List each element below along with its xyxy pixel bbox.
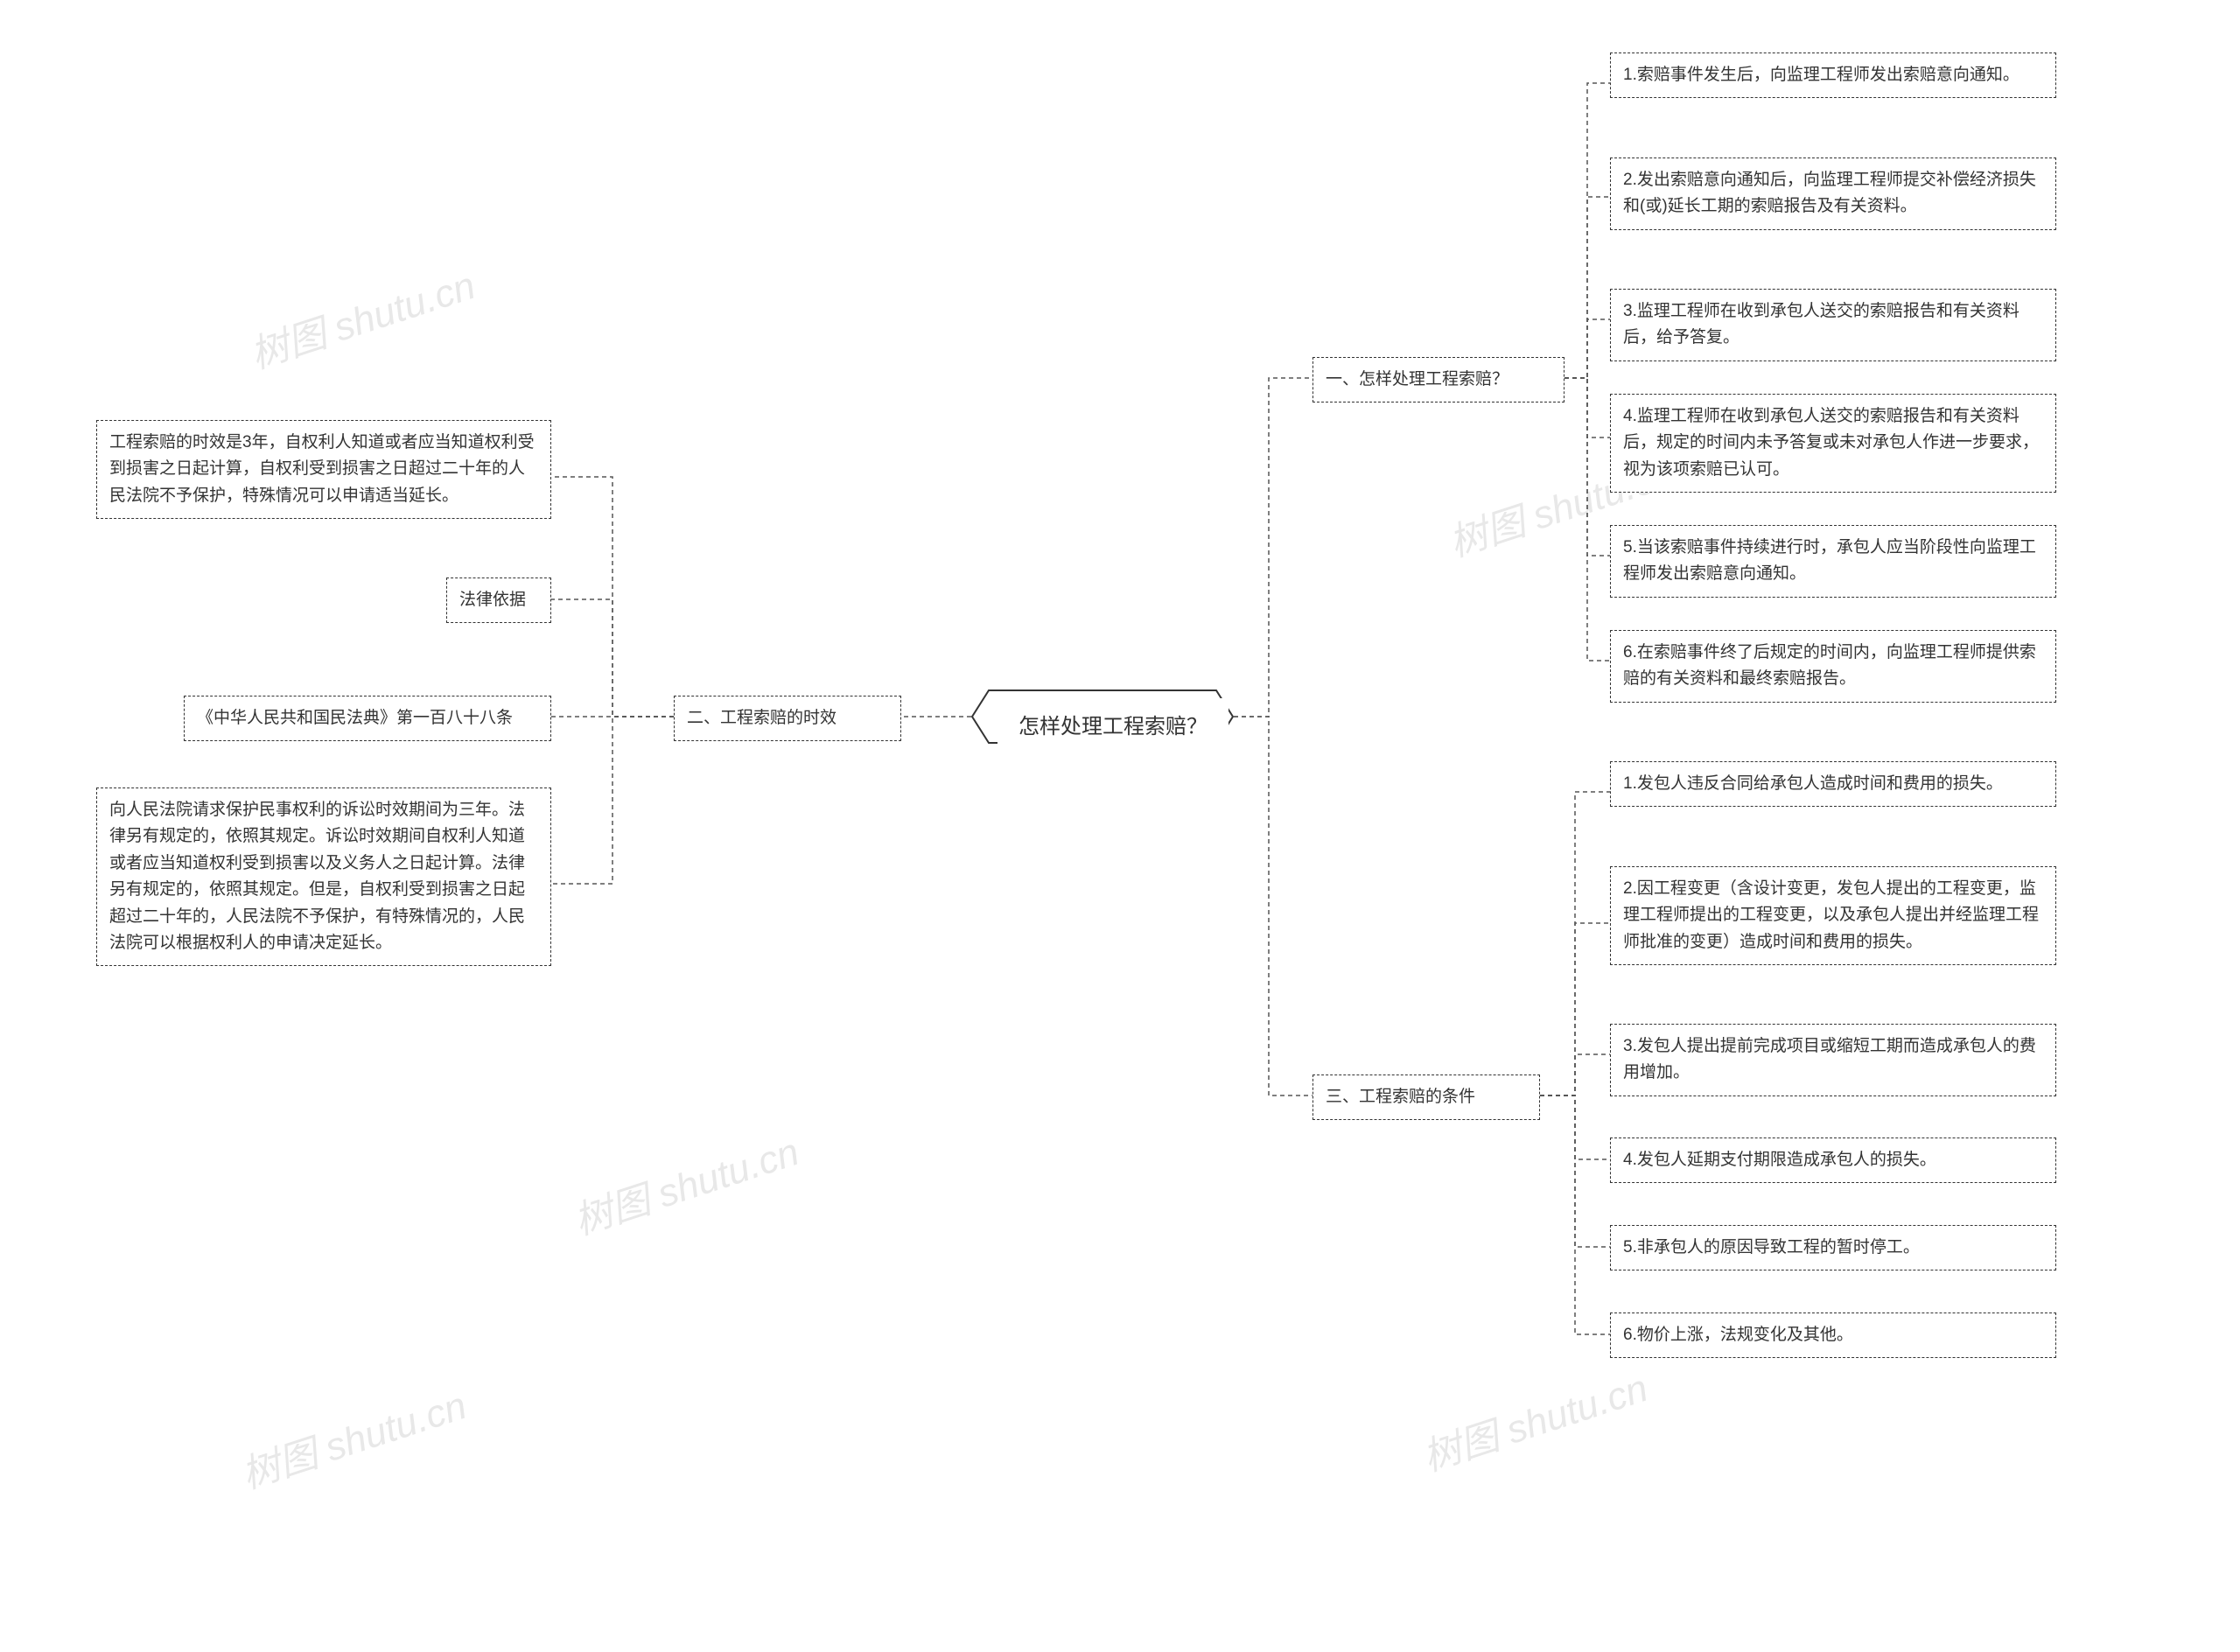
branch1-node: 一、怎样处理工程索赔？ — [1312, 357, 1564, 402]
branch2-node: 二、工程索赔的时效 — [674, 696, 901, 741]
branch1-leaf-6: 6.在索赔事件终了后规定的时间内，向监理工程师提供索赔的有关资料和最终索赔报告。 — [1610, 630, 2056, 703]
branch2-leaf-1: 工程索赔的时效是3年，自权利人知道或者应当知道权利受到损害之日起计算，自权利受到… — [96, 420, 551, 519]
branch3-leaf-2: 2.因工程变更（含设计变更，发包人提出的工程变更，监理工程师提出的工程变更，以及… — [1610, 866, 2056, 965]
branch1-leaf-2: 2.发出索赔意向通知后，向监理工程师提交补偿经济损失和(或)延长工期的索赔报告及… — [1610, 158, 2056, 230]
branch3-leaf-5: 5.非承包人的原因导致工程的暂时停工。 — [1610, 1225, 2056, 1270]
branch2-leaf-4: 向人民法院请求保护民事权利的诉讼时效期间为三年。法律另有规定的，依照其规定。诉讼… — [96, 788, 551, 966]
branch3-leaf-6: 6.物价上涨，法规变化及其他。 — [1610, 1312, 2056, 1358]
branch3-leaf-3: 3.发包人提出提前完成项目或缩短工期而造成承包人的费用增加。 — [1610, 1024, 2056, 1096]
branch1-leaf-1: 1.索赔事件发生后，向监理工程师发出索赔意向通知。 — [1610, 52, 2056, 98]
branch3-node: 三、工程索赔的条件 — [1312, 1074, 1540, 1120]
branch1-leaf-4: 4.监理工程师在收到承包人送交的索赔报告和有关资料后，规定的时间内未予答复或未对… — [1610, 394, 2056, 493]
branch2-leaf-3: 《中华人民共和国民法典》第一百八十八条 — [184, 696, 551, 741]
branch3-leaf-4: 4.发包人延期支付期限造成承包人的损失。 — [1610, 1138, 2056, 1183]
branch2-leaf-2: 法律依据 — [446, 578, 551, 623]
branch3-leaf-1: 1.发包人违反合同给承包人造成时间和费用的损失。 — [1610, 761, 2056, 807]
root-node: 怎样处理工程索赔？ — [998, 698, 1228, 750]
branch1-leaf-5: 5.当该索赔事件持续进行时，承包人应当阶段性向监理工程师发出索赔意向通知。 — [1610, 525, 2056, 598]
branch1-leaf-3: 3.监理工程师在收到承包人送交的索赔报告和有关资料后，给予答复。 — [1610, 289, 2056, 361]
